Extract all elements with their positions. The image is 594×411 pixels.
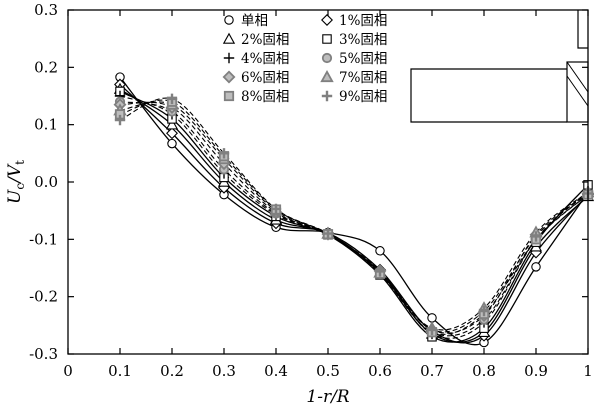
y-axis-title-sub2: t bbox=[13, 160, 27, 165]
legend-label-1: 单相 bbox=[241, 13, 268, 29]
series-line-4 bbox=[119, 90, 589, 343]
svg-text:Uc/Vt: Uc/Vt bbox=[5, 160, 27, 204]
series-curves bbox=[119, 76, 589, 346]
legend-marker-3 bbox=[222, 32, 236, 44]
x-tick-labels: 0 0.1 0.2 0.3 0.4 0.5 0.6 0.7 0.8 0.9 1 bbox=[63, 362, 593, 380]
data-point-series-1 bbox=[427, 313, 437, 323]
legend-label-4: 3%固相 bbox=[339, 32, 387, 48]
series-line-5 bbox=[119, 95, 589, 339]
data-point-series-10 bbox=[114, 114, 126, 126]
inset-baffle-hatch bbox=[566, 61, 589, 107]
x-tick-label: 0.8 bbox=[472, 362, 496, 380]
data-point-series-1 bbox=[375, 246, 385, 256]
data-point-series-1 bbox=[167, 138, 177, 149]
x-axis-title: 1-r/R bbox=[306, 387, 349, 407]
data-point-series-10 bbox=[166, 93, 178, 105]
legend-label-2: 1%固相 bbox=[339, 13, 387, 29]
inset-wall-step bbox=[577, 10, 588, 49]
series-line-2 bbox=[119, 84, 589, 344]
y-axis-title-sub1: c bbox=[13, 183, 27, 190]
legend-label-6: 5%固相 bbox=[339, 51, 387, 67]
legend-label-8: 7%固相 bbox=[339, 70, 387, 86]
legend-marker-5 bbox=[223, 52, 235, 64]
legend-marker-9 bbox=[223, 90, 235, 102]
data-point-series-10 bbox=[218, 148, 230, 159]
data-point-series-10 bbox=[426, 324, 438, 336]
y-axis-title-main: U bbox=[5, 189, 25, 204]
legend-marker-10 bbox=[321, 90, 333, 102]
y-axis-title-slash: / bbox=[5, 175, 25, 185]
legend-label-7: 6%固相 bbox=[241, 70, 289, 86]
y-tick-label: 0.2 bbox=[34, 58, 58, 76]
y-tick-label: -0.3 bbox=[29, 345, 58, 363]
legend-marker-2 bbox=[321, 14, 333, 26]
data-point-series-2 bbox=[166, 127, 178, 140]
data-point-series-3 bbox=[165, 118, 179, 130]
y-tick-label: -0.1 bbox=[29, 230, 58, 248]
y-tick-label: -0.2 bbox=[29, 288, 58, 306]
legend-marker-8 bbox=[320, 69, 334, 83]
y-tick-label: 0.3 bbox=[34, 1, 58, 19]
x-tick-label: 0 bbox=[63, 362, 73, 380]
data-point-series-10 bbox=[374, 266, 386, 277]
x-tick-label: 0.6 bbox=[368, 362, 392, 380]
x-tick-label: 0.4 bbox=[264, 362, 288, 380]
x-tick-label: 1 bbox=[583, 362, 593, 380]
y-tick-labels: -0.3 -0.2 -0.1 0.0 0.1 0.2 0.3 bbox=[29, 1, 58, 363]
data-point-series-1 bbox=[531, 262, 541, 272]
series-markers bbox=[113, 72, 594, 348]
series-line-10 bbox=[119, 97, 589, 333]
legend-label-5: 4%固相 bbox=[241, 51, 289, 67]
legend-label-10: 9%固相 bbox=[339, 89, 387, 105]
series-line-8 bbox=[119, 101, 589, 331]
x-tick-label: 0.3 bbox=[212, 362, 236, 380]
legend-marker-6 bbox=[321, 52, 333, 64]
x-tick-label: 0.2 bbox=[160, 362, 184, 380]
inset-schematic bbox=[410, 10, 589, 123]
data-point-series-10 bbox=[478, 305, 490, 317]
legend-marker-7 bbox=[222, 70, 236, 84]
data-point-series-10 bbox=[530, 231, 542, 242]
legend-marker-1 bbox=[224, 15, 234, 25]
series-line-6 bbox=[119, 101, 589, 337]
legend-marker-4 bbox=[322, 34, 332, 44]
y-tick-label: 0.1 bbox=[34, 116, 58, 134]
x-tick-label: 0.7 bbox=[420, 362, 444, 380]
y-axis-title: Uc/Vt bbox=[5, 160, 27, 204]
axis-ticks bbox=[67, 9, 589, 355]
data-point-series-10 bbox=[322, 228, 334, 239]
series-line-1 bbox=[119, 76, 589, 346]
inset-impeller-blade bbox=[410, 68, 567, 123]
legend-label-3: 2%固相 bbox=[241, 32, 289, 48]
inset-baffle bbox=[566, 61, 589, 123]
x-tick-label: 0.5 bbox=[316, 362, 340, 380]
legend-label-9: 8%固相 bbox=[241, 89, 289, 105]
data-point-series-10 bbox=[270, 203, 282, 215]
x-tick-label: 0.9 bbox=[524, 362, 548, 380]
series-line-3 bbox=[119, 88, 589, 343]
x-tick-label: 0.1 bbox=[108, 362, 132, 380]
legend: 单相 1%固相 2%固相 3%固相 4%固相 5%固相 6%固相 7%固相 8%固相 9%固相 bbox=[222, 13, 387, 105]
series-line-9 bbox=[119, 99, 589, 335]
y-axis-title-sub2-base: V bbox=[5, 163, 25, 177]
y-tick-label: 0.0 bbox=[34, 173, 58, 191]
